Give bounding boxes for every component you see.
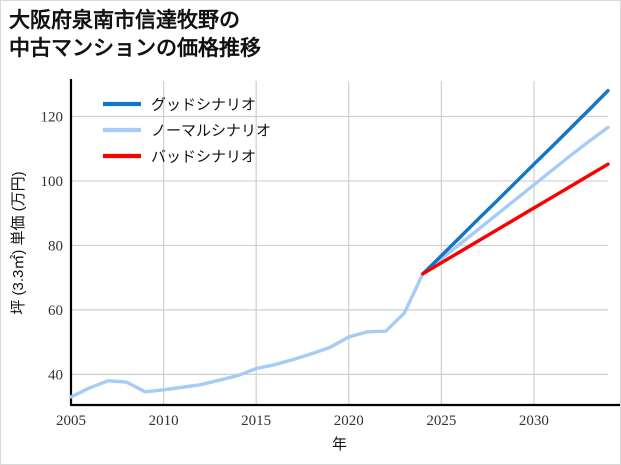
x-axis-tick-label: 2015 [241, 413, 271, 429]
series-line-normal [69, 125, 610, 399]
legend-label-normal: ノーマルシナリオ [151, 124, 271, 140]
y-axis-title: 坪 (3.3㎡) 単価 (万円) [10, 171, 27, 314]
y-axis-tick-label: 40 [48, 367, 63, 383]
y-axis-tick-label: 100 [41, 174, 64, 190]
chart-title: 大阪府泉南市信達牧野の 中古マンションの価格推移 [9, 9, 261, 60]
x-axis-tick-label: 2030 [519, 413, 549, 429]
x-axis-tick-label: 2025 [426, 413, 456, 429]
series-line-bad [421, 162, 610, 276]
y-axis-tick-label: 120 [41, 109, 64, 125]
legend-label-good: グッドシナリオ [151, 97, 256, 114]
x-axis-title: 年 [332, 436, 347, 453]
legend-label-bad: バッドシナリオ [151, 150, 256, 166]
x-axis-tick-label: 2010 [149, 413, 179, 429]
y-axis-tick-label: 60 [48, 303, 63, 319]
series-line-good [421, 88, 610, 276]
x-axis-tick-label: 2005 [56, 413, 86, 429]
x-axis-tick-label: 2020 [334, 413, 364, 429]
y-axis-tick-label: 80 [48, 238, 63, 254]
